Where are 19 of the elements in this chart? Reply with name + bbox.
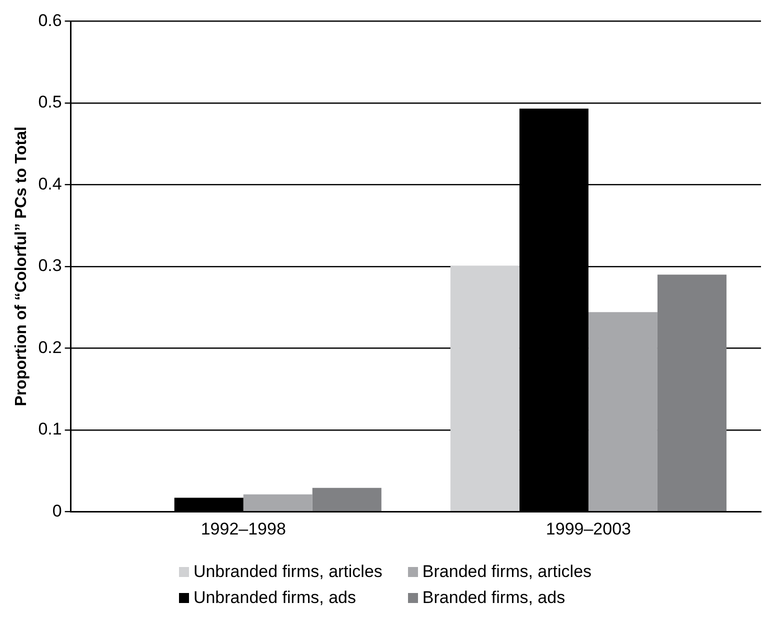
y-tick-label: 0	[52, 501, 62, 520]
bar	[243, 494, 312, 511]
bar	[450, 266, 520, 511]
y-tick-label: 0.1	[38, 420, 62, 439]
y-tick-label: 0.2	[38, 338, 62, 357]
x-tick-label: 1999–2003	[546, 519, 632, 538]
y-tick-label: 0.5	[38, 92, 62, 112]
legend-label: Unbranded firms, articles	[193, 562, 382, 582]
y-tick-label: 0.4	[38, 174, 62, 194]
bar	[588, 312, 658, 511]
x-tick-label: 1992–1998	[200, 519, 286, 538]
y-tick-label: 0.3	[38, 256, 62, 276]
y-axis-title: Proportion of “Colorful” PCs to Total	[13, 126, 30, 406]
legend-label: Unbranded firms, ads	[193, 588, 356, 608]
bar	[312, 488, 382, 511]
y-tick-label: 0.6	[38, 10, 62, 30]
bar	[657, 274, 726, 511]
legend-label: Branded firms, ads	[422, 588, 566, 608]
legend-label: Branded firms, articles	[422, 562, 592, 582]
